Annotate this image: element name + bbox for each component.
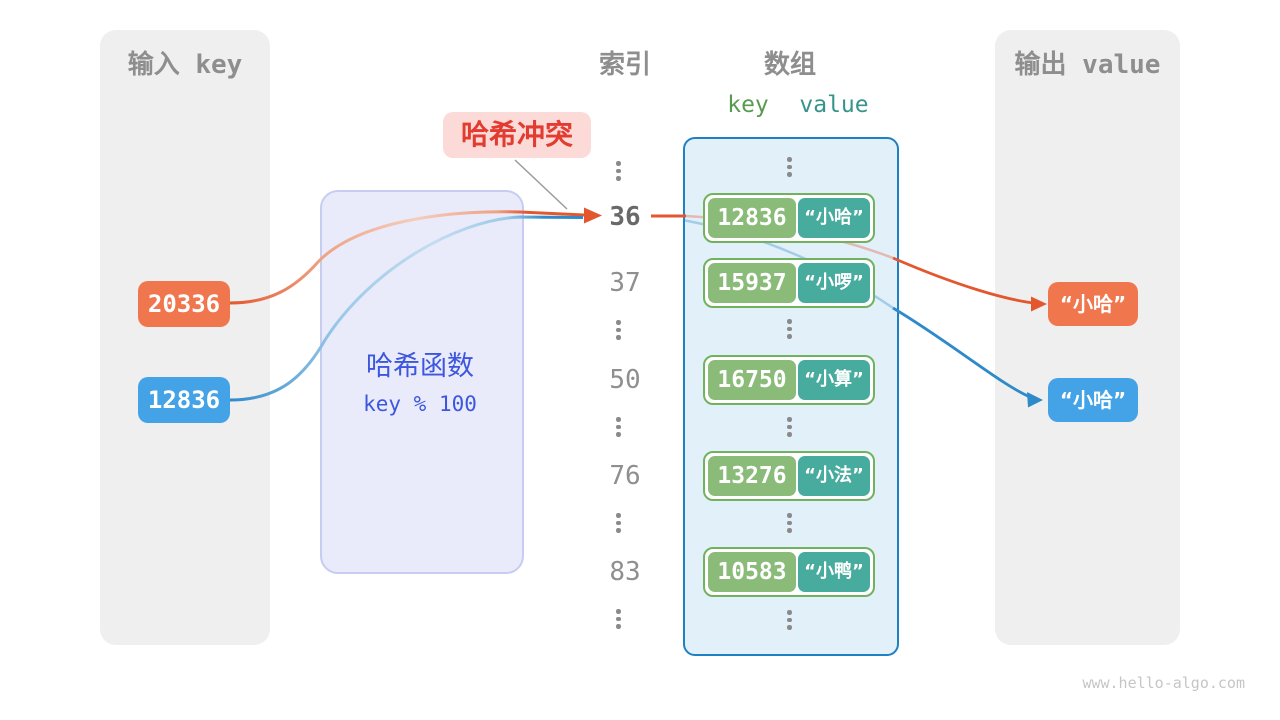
array-key: 12836: [708, 198, 796, 238]
array-row: 16750 “小算”: [703, 355, 875, 405]
watermark: www.hello-algo.com: [1082, 674, 1245, 692]
input-panel: [100, 30, 270, 645]
value-column-header: value: [799, 92, 869, 118]
output-value-blue: “小哈”: [1048, 378, 1138, 422]
array-value: “小算”: [798, 360, 870, 400]
array-row: 15937 “小啰”: [703, 258, 875, 308]
array-value: “小法”: [798, 456, 870, 496]
array-ellipsis: [787, 157, 792, 177]
hash-collision-label: 哈希冲突: [443, 112, 591, 158]
output-panel-title: 输出 value: [1014, 50, 1161, 80]
array-ellipsis: [787, 513, 792, 533]
array-row: 13276 “小法”: [703, 451, 875, 501]
array-key: 13276: [708, 456, 796, 496]
array-ellipsis: [787, 319, 792, 339]
index-ellipsis: [616, 609, 621, 629]
array-row: 10583 “小鸭”: [703, 547, 875, 597]
array-key: 15937: [708, 263, 796, 303]
array-title: 数组: [763, 50, 816, 80]
array-value: “小啰”: [798, 263, 870, 303]
index-37: 37: [609, 268, 641, 298]
array-key: 16750: [708, 360, 796, 400]
hash-function-title: 哈希函数: [366, 351, 474, 382]
index-ellipsis: [616, 161, 621, 181]
array-ellipsis: [787, 610, 792, 630]
array-value: “小哈”: [798, 198, 870, 238]
input-panel-title: 输入 key: [127, 50, 243, 80]
index-column-title: 索引: [598, 50, 651, 80]
array-value: “小鸭”: [798, 552, 870, 592]
index-36: 36: [609, 202, 641, 232]
index-ellipsis: [616, 320, 621, 340]
array-key: 10583: [708, 552, 796, 592]
index-76: 76: [609, 461, 641, 491]
hash-function-formula: key % 100: [363, 392, 477, 416]
index-ellipsis: [616, 513, 621, 533]
output-value-orange: “小哈”: [1048, 282, 1138, 326]
output-panel: [995, 30, 1180, 645]
input-key-12836: 12836: [138, 377, 230, 423]
array-row: 12836 “小哈”: [703, 193, 875, 243]
index-50: 50: [609, 365, 641, 395]
index-ellipsis: [616, 417, 621, 437]
key-column-header: key: [727, 92, 769, 118]
array-ellipsis: [787, 417, 792, 437]
index-83: 83: [609, 557, 641, 587]
input-key-20336: 20336: [138, 281, 230, 327]
